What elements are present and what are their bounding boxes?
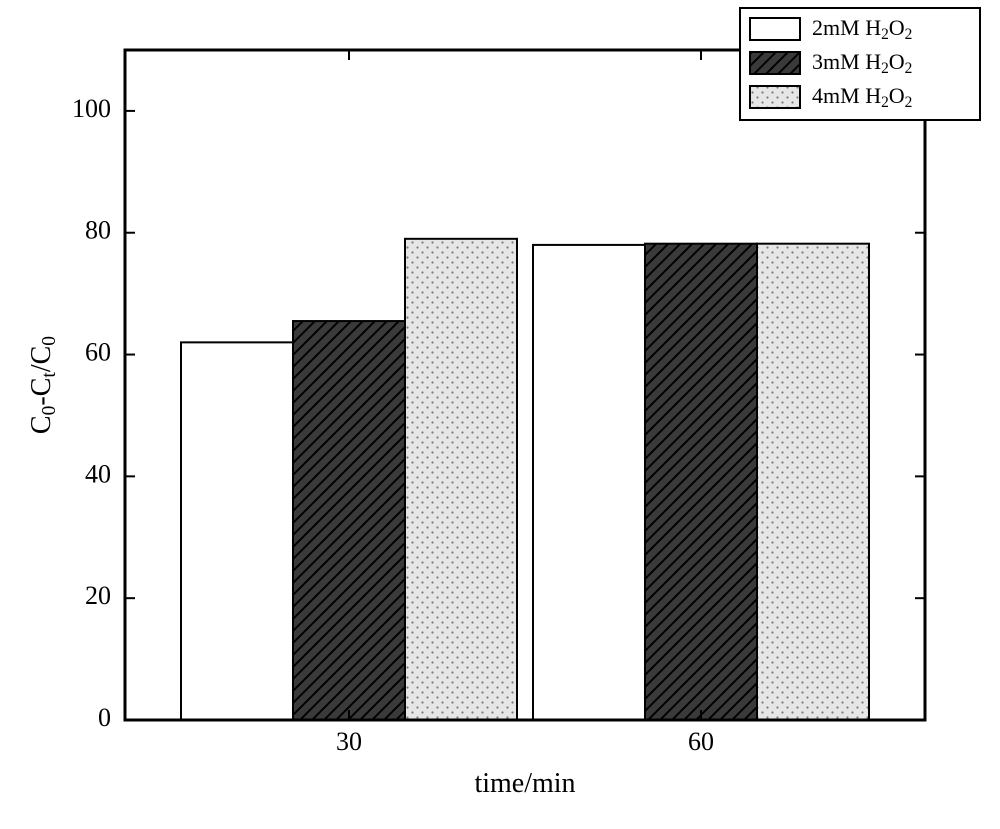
legend-label: 4mM H2O2	[812, 83, 912, 111]
legend-swatch	[750, 86, 800, 108]
y-tick-label: 60	[85, 338, 111, 367]
legend-label: 3mM H2O2	[812, 49, 912, 77]
x-axis-label: time/min	[474, 768, 575, 799]
x-tick-label: 60	[688, 727, 714, 756]
y-tick-label: 40	[85, 459, 111, 488]
legend-swatch	[750, 18, 800, 40]
bar-chart: 0 20 40 60 80 100 30 60 C0-Ct/C0 time/min 2mM H2O…	[0, 0, 1000, 829]
bar	[405, 239, 517, 720]
y-tick-label: 20	[85, 581, 111, 610]
legend-swatch	[750, 52, 800, 74]
bar	[533, 245, 645, 720]
legend-label: 2mM H2O2	[812, 15, 912, 43]
y-tick-label: 100	[72, 94, 111, 123]
bar	[757, 244, 869, 720]
chart-container: 0 20 40 60 80 100 30 60 C0-Ct/C0 time/min 2mM H2O…	[0, 0, 1000, 829]
y-tick-label: 80	[85, 216, 111, 245]
bar	[181, 342, 293, 720]
bar	[293, 321, 405, 720]
x-tick-label: 30	[336, 727, 362, 756]
y-tick-label: 0	[98, 703, 111, 732]
bar	[645, 244, 757, 720]
y-axis-label: C0-Ct/C0	[26, 336, 60, 434]
